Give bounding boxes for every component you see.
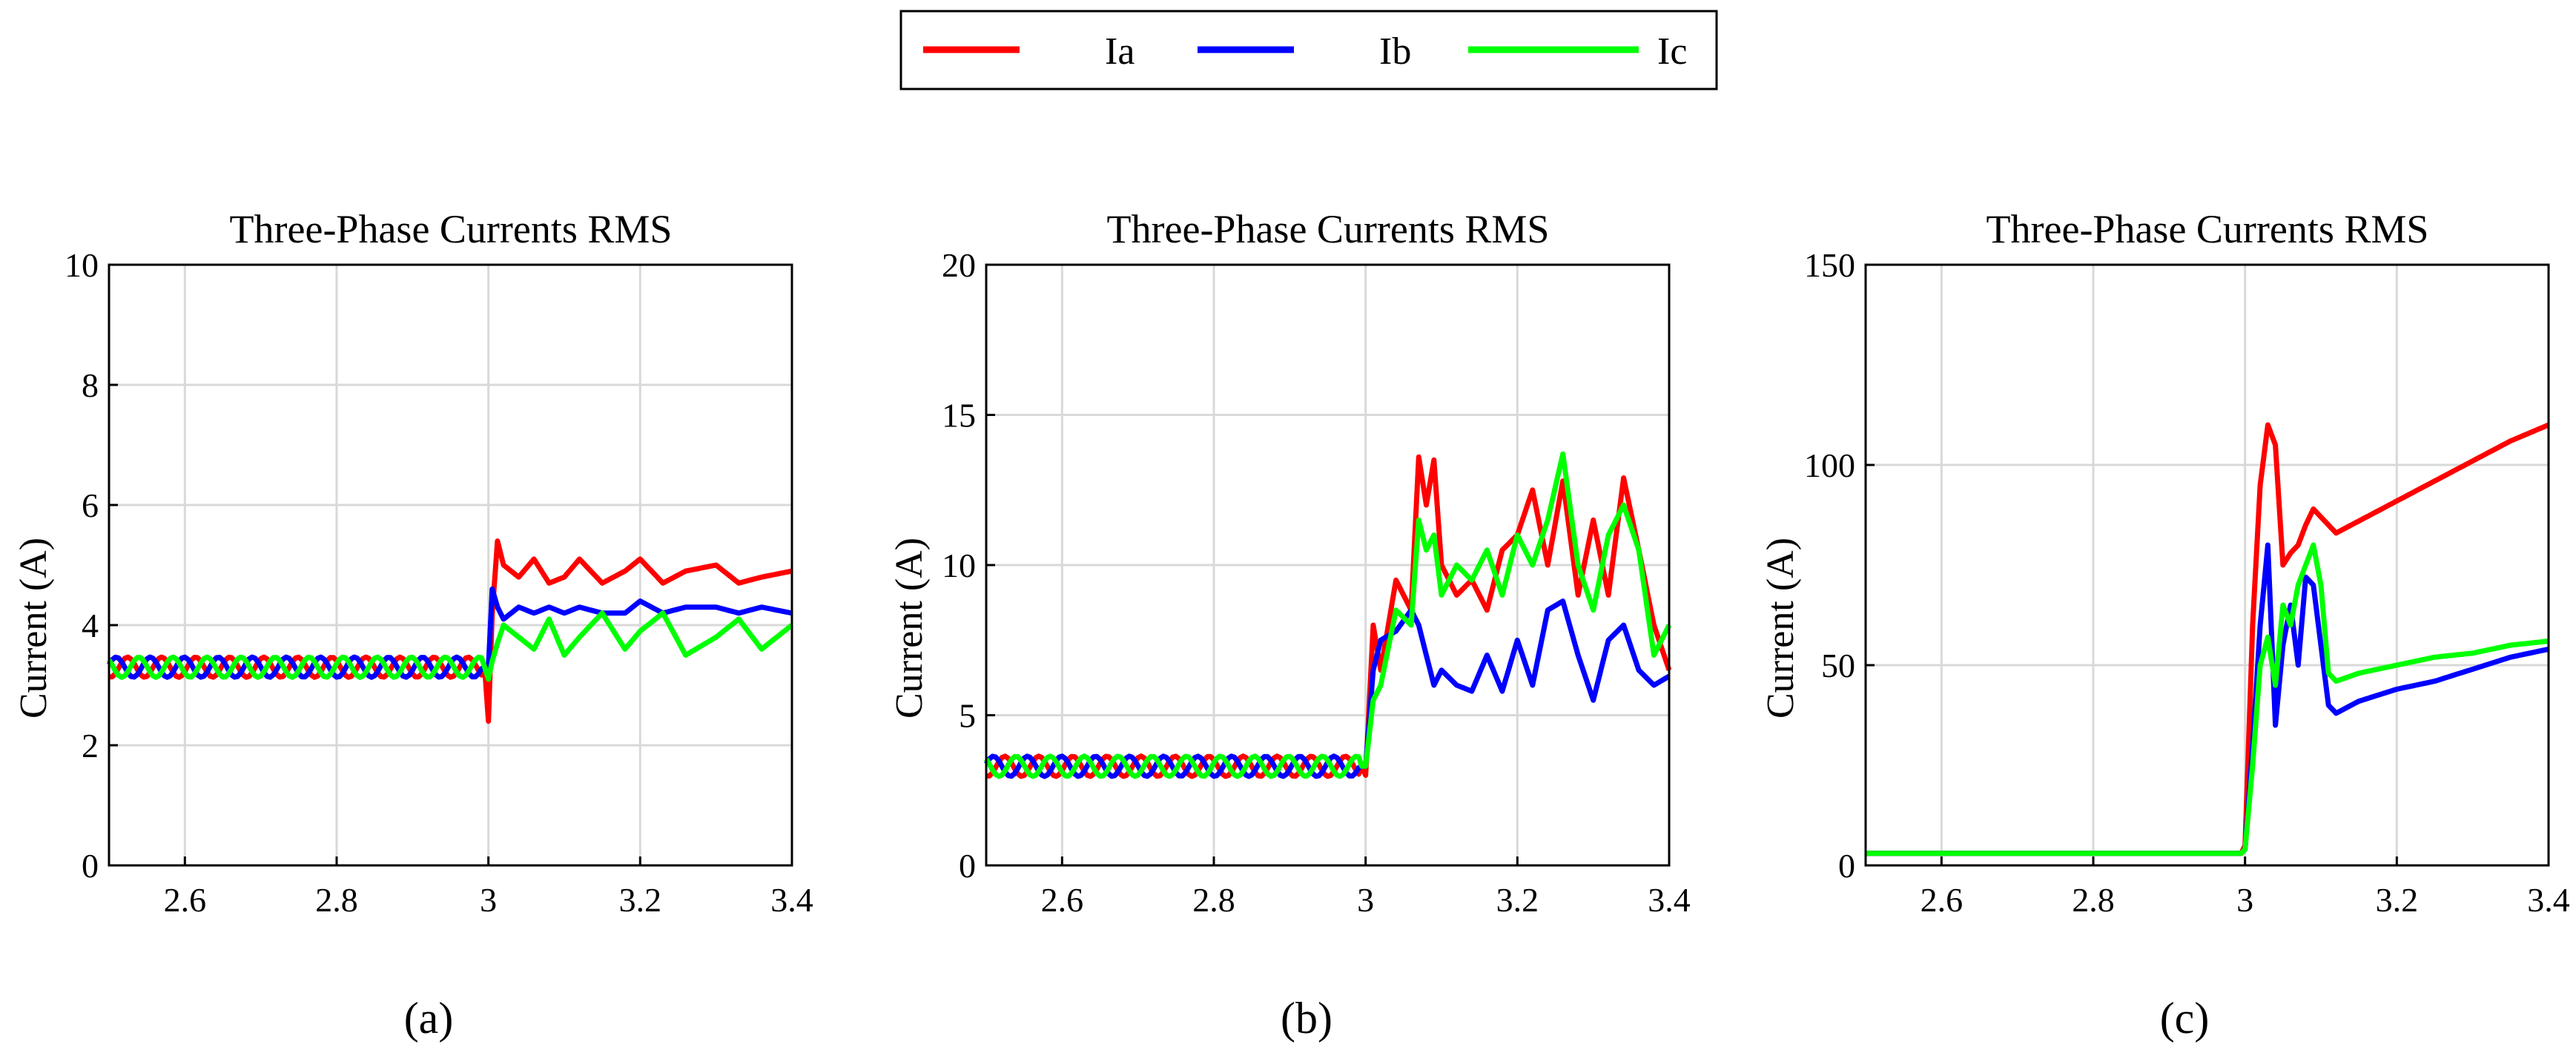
plot-lines-b (984, 451, 1672, 779)
y-axis-label-b: Current (A) (888, 538, 931, 719)
series-line-ic (107, 610, 794, 682)
y-axis-label-a: Current (A) (13, 538, 55, 719)
panel-label-a: (a) (404, 994, 454, 1043)
x-tick-label: 3.4 (770, 881, 813, 919)
y-tick-label: 100 (1804, 446, 1855, 484)
grid-a (109, 263, 793, 867)
chart-title-b: Three-Phase Currents RMS (1107, 207, 1550, 251)
y-tick-label: 20 (942, 246, 976, 284)
y-axis-label-c: Current (A) (1760, 538, 1802, 719)
x-tick-label: 2.6 (164, 881, 207, 919)
chart-panel-a: Three-Phase Currents RMS Current (A) 2.6… (13, 207, 813, 1043)
legend: Ia Ib Ic (899, 10, 1718, 90)
grid-c (1866, 263, 2550, 867)
chart-panel-b: Three-Phase Currents RMS Current (A) 2.6… (888, 207, 1691, 1043)
x-tick-label: 3.4 (2527, 881, 2570, 919)
plot-frame-a (108, 263, 793, 867)
x-tick-label: 3.4 (1648, 881, 1691, 919)
x-tick-label: 2.8 (315, 881, 358, 919)
y-tick-label: 15 (942, 397, 976, 435)
y-tick-label: 0 (959, 847, 976, 885)
series-line-ic (1866, 542, 2549, 856)
legend-label-ic: Ic (1657, 30, 1687, 73)
series-line-ib (1866, 542, 2549, 856)
y-tick-label: 10 (942, 547, 976, 584)
y-tick-label: 4 (82, 607, 99, 644)
x-tick-label: 3 (2236, 881, 2253, 919)
chart-panel-c: Three-Phase Currents RMS Current (A) 2.6… (1760, 207, 2570, 1043)
x-tick-label: 3 (480, 881, 497, 919)
y-tick-label: 6 (82, 486, 99, 524)
plot-lines-a (107, 538, 794, 724)
y-tick-label: 8 (82, 366, 99, 404)
series-line-ib (984, 598, 1671, 779)
y-tick-label: 0 (82, 847, 99, 885)
y-tick-label: 150 (1804, 246, 1855, 284)
legend-label-ia: Ia (1105, 30, 1135, 73)
x-tick-label: 2.8 (2072, 881, 2115, 919)
x-tick-label: 2.6 (1921, 881, 1964, 919)
chart-title-c: Three-Phase Currents RMS (1987, 207, 2429, 251)
y-tick-label: 5 (959, 697, 976, 735)
x-tick-label: 3 (1357, 881, 1374, 919)
x-tick-label: 3.2 (619, 881, 662, 919)
chart-title-a: Three-Phase Currents RMS (230, 207, 673, 251)
x-tick-label: 3.2 (2376, 881, 2419, 919)
legend-label-ib: Ib (1379, 30, 1411, 73)
y-tick-label: 2 (82, 727, 99, 765)
panel-label-c: (c) (2160, 994, 2210, 1043)
x-tick-label: 2.6 (1041, 881, 1084, 919)
x-tick-label: 3.2 (1496, 881, 1539, 919)
plot-lines-c (1866, 422, 2550, 856)
series-line-ia (109, 538, 793, 724)
panel-label-b: (b) (1281, 994, 1332, 1043)
ticks-a: 2.6 2.8 3 3.2 3.4 0 2 4 6 8 10 (65, 246, 813, 919)
plot-frame-c (1864, 263, 2550, 867)
y-tick-label: 10 (65, 246, 99, 284)
y-tick-label: 50 (1821, 647, 1855, 684)
series-line-ia (1866, 422, 2550, 856)
y-tick-label: 0 (1838, 847, 1855, 885)
ticks-c: 2.6 2.8 3 3.2 3.4 0 50 100 150 (1804, 246, 2570, 919)
series-line-ic (984, 451, 1672, 779)
x-tick-label: 2.8 (1192, 881, 1235, 919)
ticks-b: 2.6 2.8 3 3.2 3.4 0 5 10 15 20 (942, 246, 1691, 919)
